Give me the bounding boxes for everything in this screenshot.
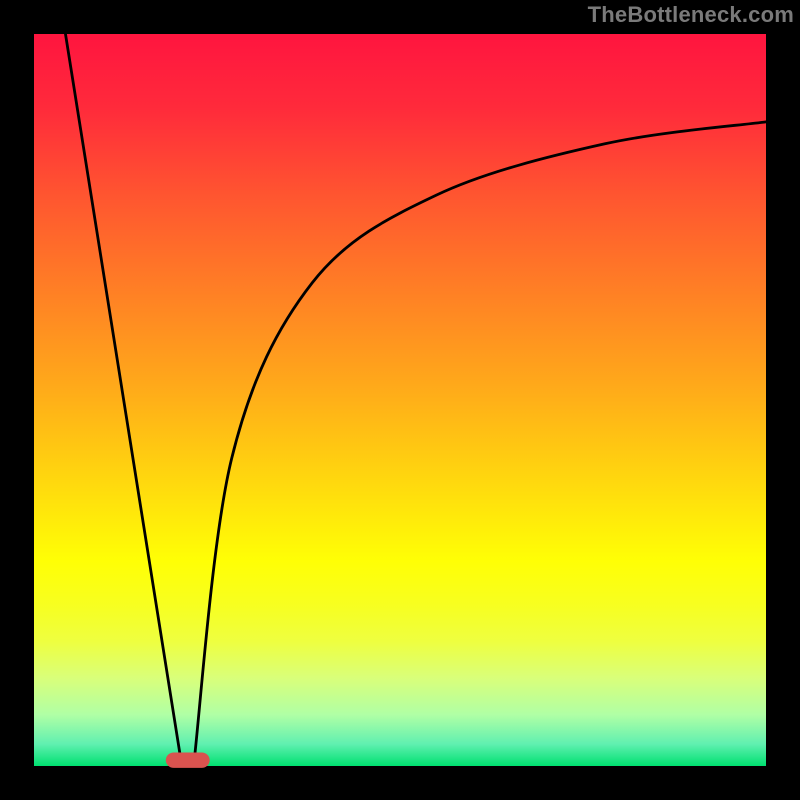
vertex-marker	[166, 752, 210, 767]
gradient-panel	[34, 34, 766, 766]
chart-svg	[0, 0, 800, 800]
chart-root: TheBottleneck.com	[0, 0, 800, 800]
